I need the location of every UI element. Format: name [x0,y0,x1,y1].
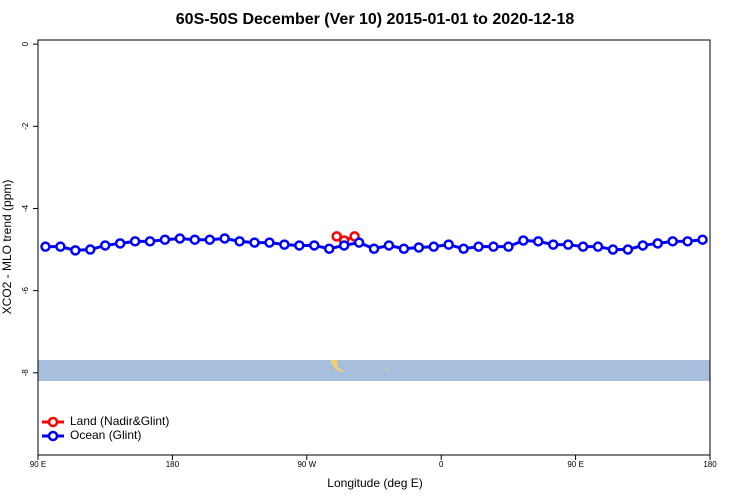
point [279,239,290,250]
point [249,237,260,248]
point [40,241,51,252]
point [204,234,215,245]
y-tick-label: -8 [21,369,30,377]
point [368,243,380,254]
point [383,240,395,251]
point [592,241,604,252]
y-tick-label: -2 [21,122,30,130]
point [682,236,693,247]
point [428,241,439,252]
point [189,234,201,245]
x-tick-label: 90 E [567,460,583,469]
point [70,245,81,256]
point [174,233,186,244]
point [144,236,156,247]
point [85,244,96,255]
y-tick-label: 0 [21,41,30,46]
point [309,240,320,251]
land-dots [331,360,388,372]
point [99,240,111,251]
chart-title: 60S-50S December (Ver 10) 2015-01-01 to … [176,11,575,28]
map-strip [38,360,710,381]
x-tick-label: 180 [703,460,717,469]
point [159,234,171,245]
point [323,243,335,254]
point [637,240,649,251]
point [697,234,708,245]
point [458,243,469,254]
point [413,242,425,253]
point [533,236,544,247]
point [503,241,514,252]
point [129,236,141,247]
point [652,238,663,249]
point [488,241,499,252]
point [114,238,126,249]
plot-frame [37,39,711,456]
point [577,241,589,252]
point [219,233,230,244]
legend-marker [47,416,59,428]
legend-label: Land (Nadir&Glint) [70,414,169,428]
x-axis-label: Longitude (deg E) [327,476,422,490]
point [473,241,484,252]
legend-label: Ocean (Glint) [70,428,141,442]
point [331,231,342,242]
y-tick-label: -4 [21,204,30,212]
point [667,236,678,247]
y-tick-label: -6 [21,287,30,295]
point [518,235,529,246]
legend-marker [47,430,59,442]
point [398,243,410,254]
point [443,239,454,250]
point [55,241,66,252]
point [264,237,275,248]
x-tick-label: 90 E [30,460,46,469]
x-tick-label: 90 W [297,460,316,469]
point [607,244,619,255]
point [353,237,365,248]
point [622,244,634,255]
x-tick-label: 0 [439,460,444,469]
y-axis-label: XCO2 - MLO trend (ppm) [0,180,14,315]
point [547,239,559,250]
x-tick-label: 180 [166,460,180,469]
point [234,236,245,247]
point [338,240,350,251]
point [562,239,574,250]
point [294,240,305,251]
